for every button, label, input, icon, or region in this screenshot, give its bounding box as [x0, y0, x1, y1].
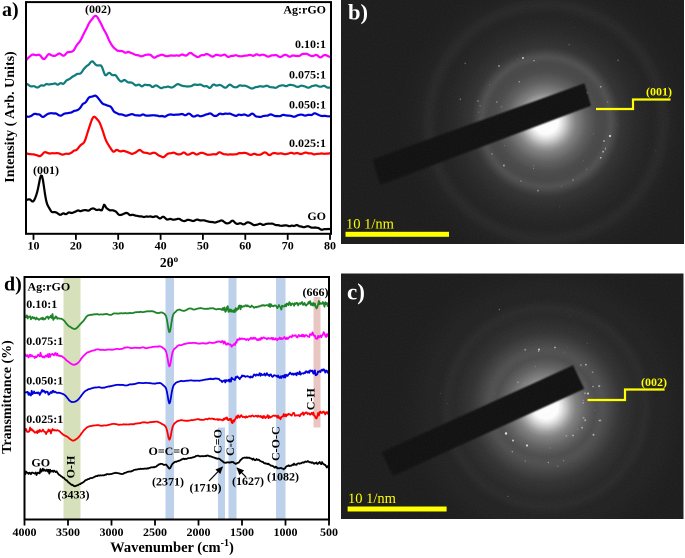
svg-text:80: 80 — [324, 239, 336, 253]
svg-text:10 1/nm: 10 1/nm — [348, 491, 397, 507]
svg-text:50: 50 — [197, 239, 209, 253]
svg-text:0.075:1: 0.075:1 — [26, 334, 63, 348]
svg-text:500: 500 — [320, 525, 338, 539]
svg-text:2500: 2500 — [143, 525, 167, 539]
svg-text:20: 20 — [70, 239, 82, 253]
svg-text:Wavenumber (cm-1): Wavenumber (cm-1) — [110, 538, 234, 556]
svg-text:Intensity ( Arb. Units): Intensity ( Arb. Units) — [3, 51, 18, 183]
svg-text:(002): (002) — [641, 375, 667, 389]
svg-text:a): a) — [2, 0, 19, 21]
svg-text:4000: 4000 — [13, 525, 37, 539]
svg-text:Ag:rGO: Ag:rGO — [28, 280, 71, 294]
svg-text:0.10:1: 0.10:1 — [26, 297, 57, 311]
svg-text:(1082): (1082) — [267, 470, 299, 484]
svg-text:C=O: C=O — [210, 429, 224, 454]
svg-text:0.075:1: 0.075:1 — [289, 68, 326, 82]
svg-text:0.025:1: 0.025:1 — [26, 412, 63, 426]
svg-text:(1627): (1627) — [232, 474, 264, 488]
svg-text:(2371): (2371) — [152, 475, 184, 489]
svg-text:Transmittance (%): Transmittance (%) — [0, 340, 15, 454]
svg-text:0.050:1: 0.050:1 — [26, 374, 63, 388]
svg-text:(666): (666) — [303, 285, 329, 299]
svg-text:GO: GO — [31, 456, 50, 470]
svg-text:0.10:1: 0.10:1 — [295, 37, 326, 51]
svg-text:60: 60 — [239, 239, 251, 253]
svg-text:0.025:1: 0.025:1 — [289, 136, 326, 150]
svg-text:C-H: C-H — [303, 388, 317, 411]
svg-text:3000: 3000 — [100, 525, 124, 539]
svg-text:d): d) — [4, 274, 22, 296]
svg-text:O-H: O-H — [64, 455, 78, 478]
svg-text:1500: 1500 — [230, 525, 254, 539]
svg-text:C-O-C: C-O-C — [269, 426, 283, 461]
svg-text:C-C: C-C — [223, 435, 237, 456]
svg-text:10 1/nm: 10 1/nm — [346, 217, 395, 233]
svg-text:2000: 2000 — [187, 525, 211, 539]
svg-text:(002): (002) — [85, 2, 111, 16]
svg-text:70: 70 — [282, 239, 294, 253]
svg-text:GO: GO — [307, 209, 326, 223]
svg-text:(3433): (3433) — [58, 488, 90, 502]
svg-text:c): c) — [347, 280, 365, 305]
svg-text:3500: 3500 — [56, 525, 80, 539]
svg-text:1000: 1000 — [274, 525, 298, 539]
svg-text:O=C=O: O=C=O — [148, 444, 189, 458]
svg-text:Ag:rGO: Ag:rGO — [283, 3, 326, 17]
svg-text:(001): (001) — [646, 85, 672, 99]
svg-text:0.050:1: 0.050:1 — [289, 98, 326, 112]
svg-text:10: 10 — [28, 239, 40, 253]
svg-text:40: 40 — [155, 239, 167, 253]
svg-text:(1719): (1719) — [190, 481, 222, 495]
svg-text:b): b) — [348, 0, 368, 25]
svg-text:30: 30 — [112, 239, 124, 253]
svg-text:(001): (001) — [33, 163, 59, 177]
